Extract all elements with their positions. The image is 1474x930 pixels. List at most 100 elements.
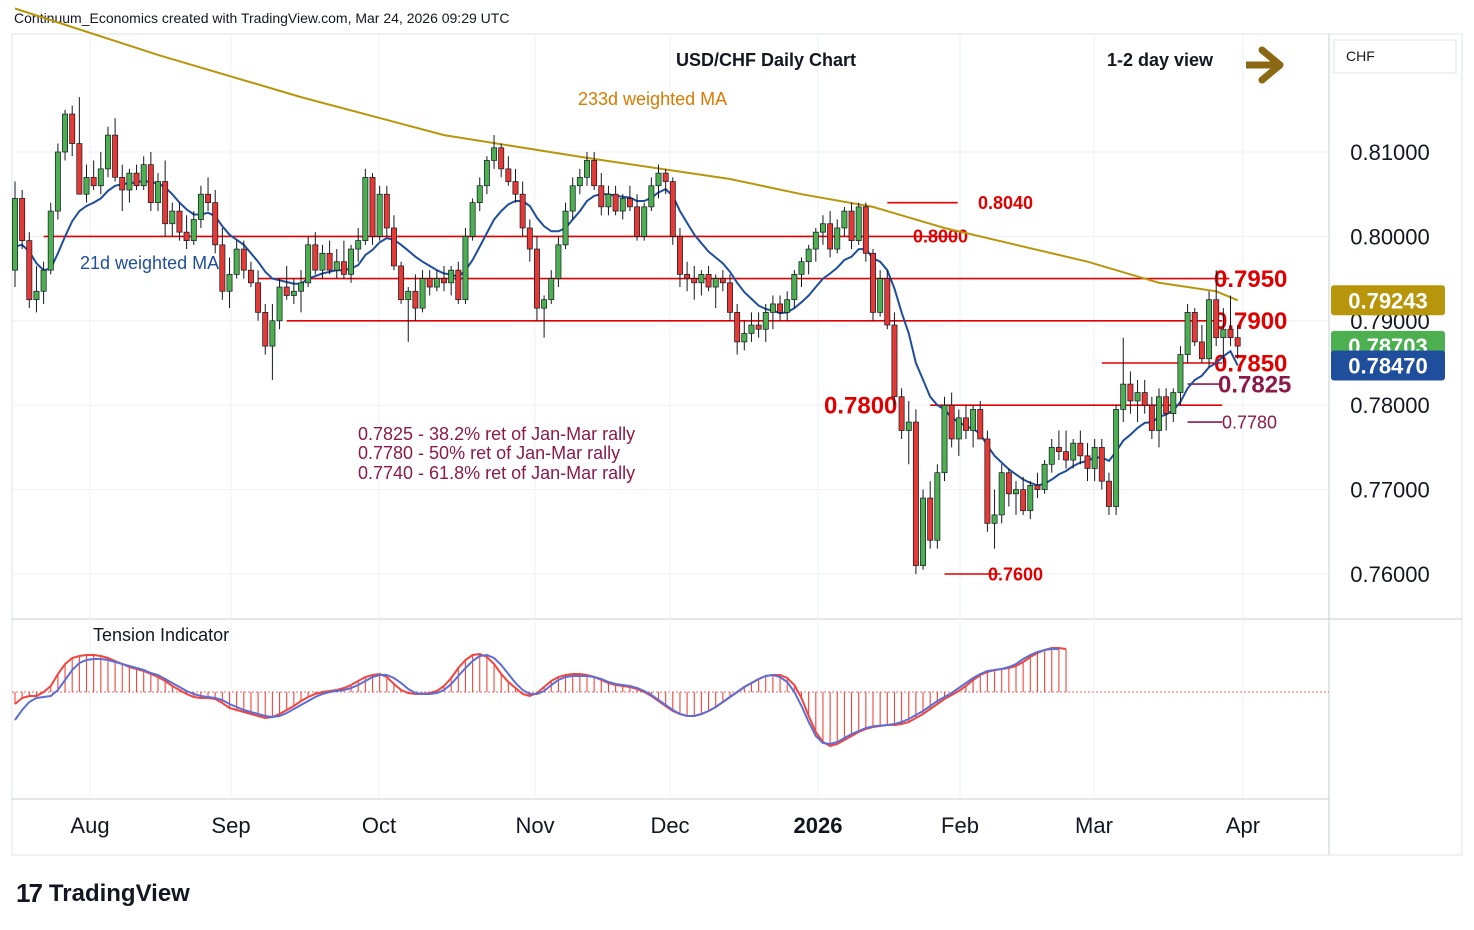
candle-body [40, 269, 47, 292]
candle-body [812, 231, 819, 250]
candle-body [262, 312, 269, 347]
level-label: 0.7780 [1222, 412, 1277, 432]
candle [734, 303, 741, 355]
candle-body [483, 160, 490, 187]
candle-body [233, 248, 240, 275]
candle-body [240, 248, 247, 271]
candle-body [898, 396, 905, 431]
candle-body [598, 185, 605, 208]
candle-body [619, 198, 626, 212]
candle [526, 219, 533, 262]
view-label: 1-2 day view [1107, 50, 1214, 70]
candle [1048, 438, 1055, 473]
candle-body [634, 206, 641, 237]
candle-body [462, 236, 469, 301]
x-tick-label: Aug [70, 813, 109, 838]
candle [483, 156, 490, 195]
candle [212, 189, 219, 254]
candle-body [712, 278, 719, 288]
candle-body [955, 417, 962, 440]
candle-body [862, 206, 869, 254]
candle-body [1127, 383, 1134, 402]
candle-body [298, 282, 304, 292]
candle [383, 185, 390, 237]
candle [333, 249, 340, 279]
candle-body [1091, 447, 1098, 469]
candle [319, 244, 326, 279]
candle-body [33, 290, 40, 301]
candle [684, 261, 691, 292]
candle-body [305, 244, 312, 284]
candle [69, 105, 76, 157]
candle [426, 270, 433, 296]
candle [755, 312, 762, 338]
candle-body [1013, 489, 1019, 495]
candle-body [183, 231, 190, 241]
level-label: 0.7825 [1218, 372, 1291, 399]
candle [991, 489, 998, 549]
candle [927, 481, 934, 549]
candle [1055, 430, 1062, 461]
ma21-layer [14, 179, 1239, 487]
candle [176, 202, 183, 241]
candle-body [734, 312, 741, 343]
candle [819, 215, 826, 245]
candle [40, 261, 47, 304]
price-badge [1331, 285, 1445, 316]
candle-body [283, 286, 290, 296]
candle [1005, 468, 1012, 507]
price-pane-frame [11, 33, 1463, 856]
candle [326, 240, 333, 275]
candle [762, 303, 769, 342]
candle-body [197, 193, 204, 220]
y-tick-label: 0.80000 [1350, 224, 1430, 249]
candle [162, 160, 169, 237]
currency-label: CHF [1346, 48, 1375, 64]
candle [448, 265, 455, 296]
candle-body [391, 227, 397, 267]
candle-body [591, 160, 598, 187]
tension-indicator [14, 647, 1067, 748]
candle [219, 227, 226, 300]
candle [147, 152, 154, 212]
candle-body [90, 176, 97, 187]
candle [634, 194, 641, 241]
candle-body [269, 320, 276, 347]
candle-body [920, 497, 927, 566]
candle [1163, 388, 1170, 431]
candle-body [977, 409, 984, 440]
ma233-layer [14, 7, 1239, 302]
candle [705, 265, 712, 292]
ma21-label: 21d weighted MA [80, 253, 219, 273]
candle [891, 312, 898, 406]
candle [1156, 388, 1162, 448]
candle-body [1027, 485, 1034, 512]
candle [455, 261, 462, 304]
level-label: 0.7950 [1214, 266, 1287, 293]
candle [548, 270, 555, 304]
candle [605, 185, 612, 216]
tradingview-logo[interactable]: 17 TradingView [16, 878, 190, 909]
level-label: 0.8040 [978, 193, 1033, 213]
candle-body [1177, 354, 1184, 393]
candle-body [340, 261, 347, 275]
candle-body [312, 244, 319, 271]
candle-body [348, 248, 355, 275]
candle-body [1198, 341, 1205, 360]
candle-body [1084, 455, 1091, 469]
candle [133, 164, 140, 190]
candle [1013, 481, 1019, 515]
candle-body [934, 472, 941, 541]
candle [962, 405, 969, 439]
candle-body [927, 497, 934, 541]
candle-body [1170, 392, 1177, 414]
candle-body [762, 312, 769, 330]
candle-body [519, 193, 526, 229]
x-tick-label: 2026 [794, 813, 843, 838]
candle-body [784, 299, 791, 313]
candle-body [491, 147, 498, 161]
candle-body [362, 176, 369, 241]
candle-body [1148, 404, 1155, 431]
price-badge [1331, 350, 1445, 381]
